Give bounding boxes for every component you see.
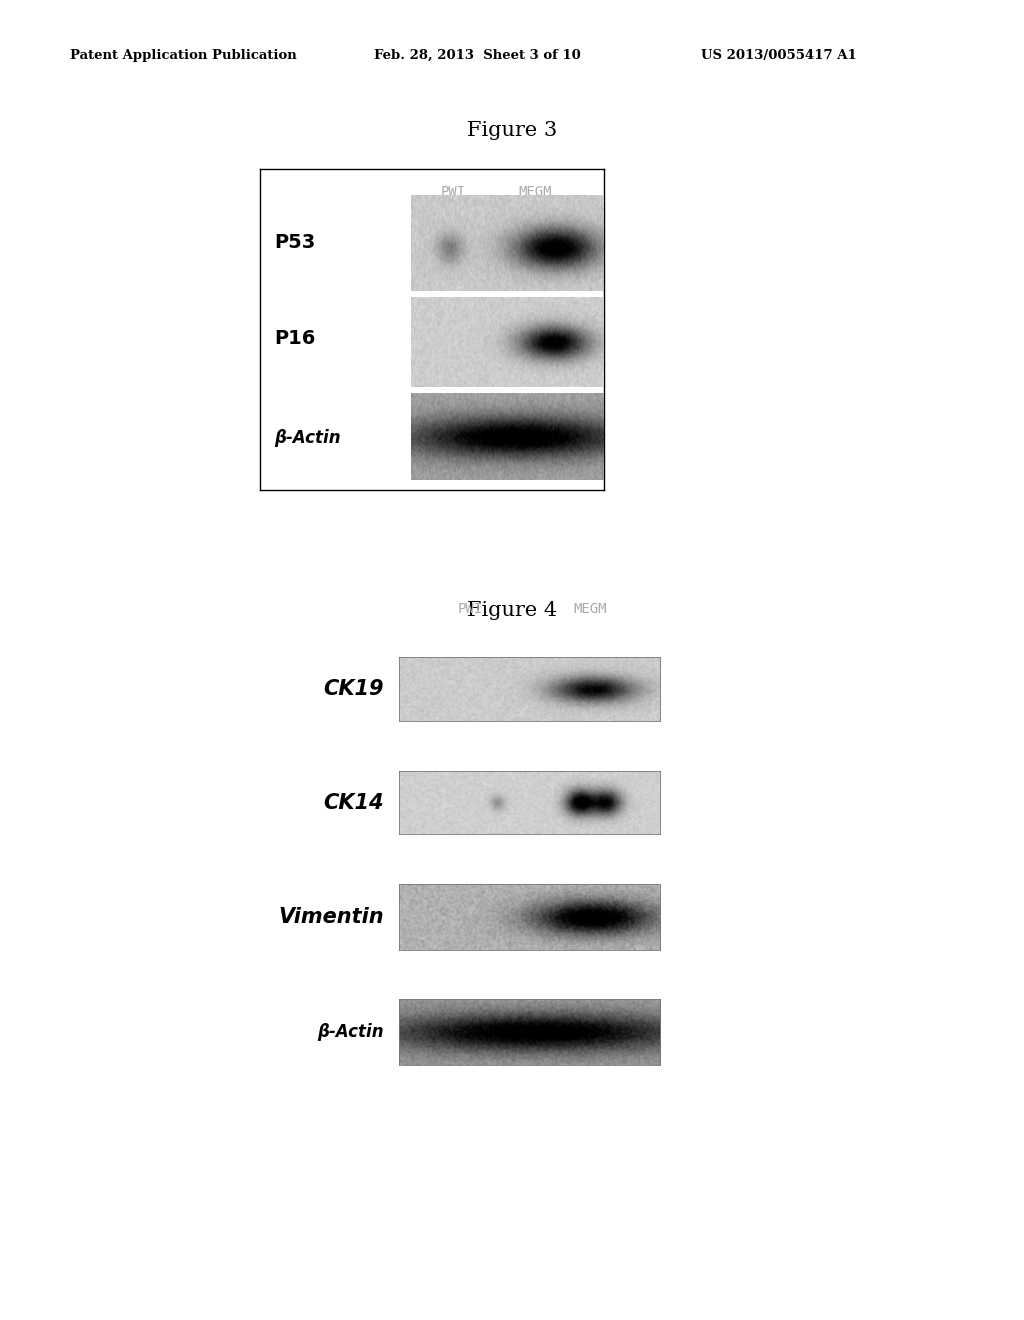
Text: MEGM: MEGM bbox=[573, 602, 607, 616]
Text: MEGM: MEGM bbox=[518, 185, 552, 199]
Text: US 2013/0055417 A1: US 2013/0055417 A1 bbox=[701, 49, 857, 62]
Text: P16: P16 bbox=[273, 330, 315, 348]
Text: Vimentin: Vimentin bbox=[279, 907, 384, 928]
Text: Patent Application Publication: Patent Application Publication bbox=[70, 49, 296, 62]
Text: β-Actin: β-Actin bbox=[317, 1023, 384, 1041]
Text: Figure 4: Figure 4 bbox=[467, 602, 557, 620]
Text: P53: P53 bbox=[273, 234, 315, 252]
Text: CK14: CK14 bbox=[324, 792, 384, 813]
Text: Figure 3: Figure 3 bbox=[467, 121, 557, 140]
Text: Feb. 28, 2013  Sheet 3 of 10: Feb. 28, 2013 Sheet 3 of 10 bbox=[374, 49, 581, 62]
Text: β-Actin: β-Actin bbox=[273, 429, 341, 447]
Text: PWI: PWI bbox=[440, 185, 465, 199]
Text: PWI: PWI bbox=[458, 602, 482, 616]
Text: CK19: CK19 bbox=[324, 678, 384, 700]
